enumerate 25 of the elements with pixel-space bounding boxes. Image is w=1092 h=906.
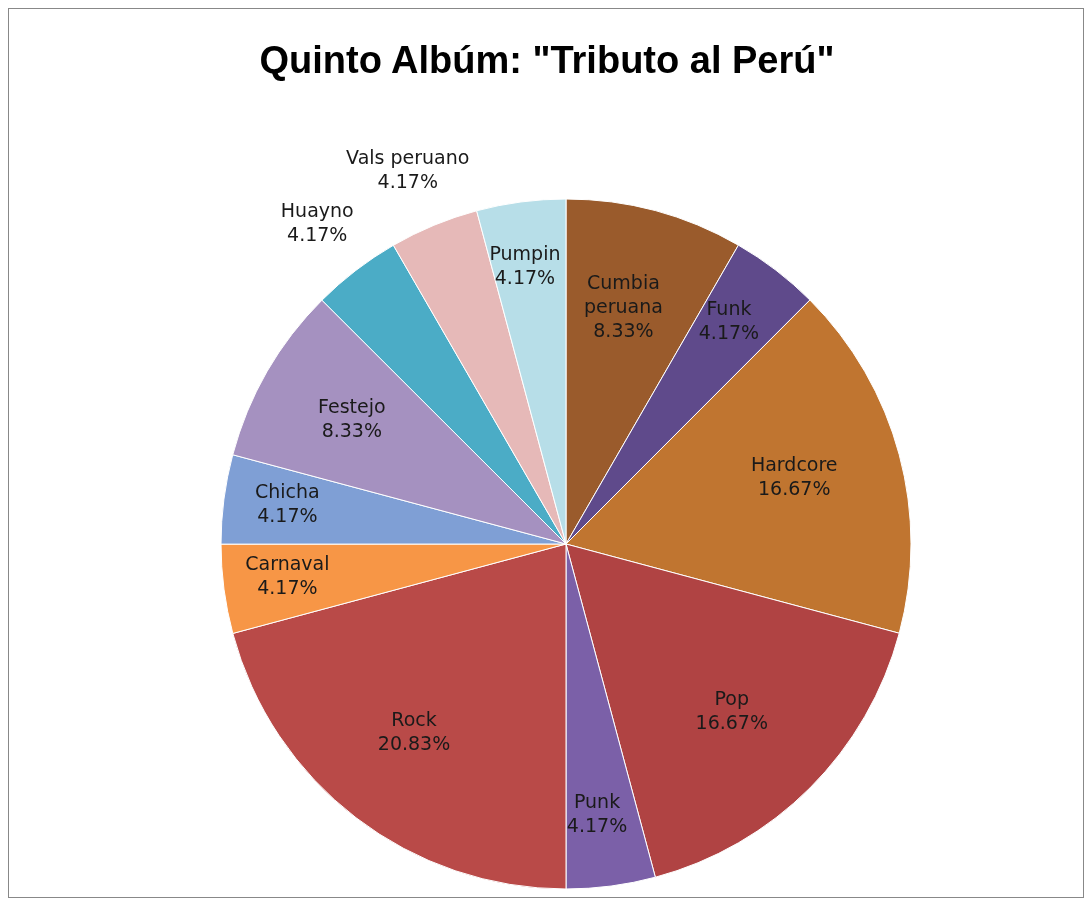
data-label: 4.17% [257,576,318,599]
chart-title: Quinto Albúm: "Tributo al Perú" [258,39,836,82]
data-label: 4.17% [257,504,318,527]
slice-label: Festejo [318,395,386,418]
slice-label: Rock [391,707,437,730]
data-label: 20.83% [377,731,451,754]
slice-label: Punk [573,789,621,812]
slice-label: Pumpin [489,242,561,265]
data-label: 4.17% [494,266,556,289]
data-label: 4.17% [377,170,438,193]
slice-label: Vals peruano [346,146,470,169]
data-label: 4.17% [566,813,628,836]
slice-label: Hardcore [750,453,838,476]
data-label: 16.67% [758,477,831,500]
slice-label: Huayno [280,198,354,221]
data-label: 4.17% [287,222,348,245]
slice-label: Pop [714,686,750,709]
slice-label: Funk [706,296,752,319]
slice-label: Cumbia peruana [584,270,663,317]
data-label: 16.67% [695,710,769,733]
data-label: 8.33% [593,318,654,341]
slice-label: Carnaval [245,552,330,575]
slice-label: Chicha [254,480,320,503]
data-label: 4.17% [698,320,760,343]
data-label: 8.33% [321,419,382,442]
